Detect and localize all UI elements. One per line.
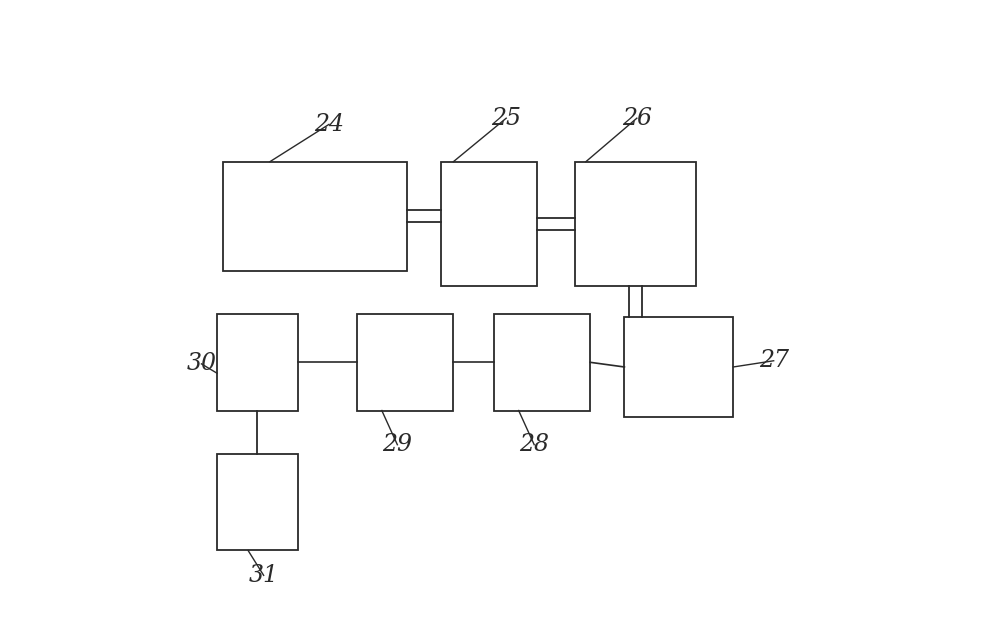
Text: 24: 24 — [314, 113, 344, 136]
Bar — [357, 314, 453, 411]
Bar — [494, 314, 590, 411]
Bar — [624, 317, 733, 417]
Bar — [217, 314, 298, 411]
Bar — [217, 454, 298, 550]
Text: 27: 27 — [759, 350, 789, 372]
Text: 30: 30 — [186, 353, 216, 375]
Text: 28: 28 — [519, 434, 549, 456]
Text: 26: 26 — [622, 107, 652, 129]
Text: 25: 25 — [491, 107, 521, 129]
Bar — [575, 162, 696, 286]
Bar — [441, 162, 537, 286]
Text: 31: 31 — [249, 564, 279, 587]
Bar — [223, 162, 407, 271]
Text: 29: 29 — [382, 434, 412, 456]
